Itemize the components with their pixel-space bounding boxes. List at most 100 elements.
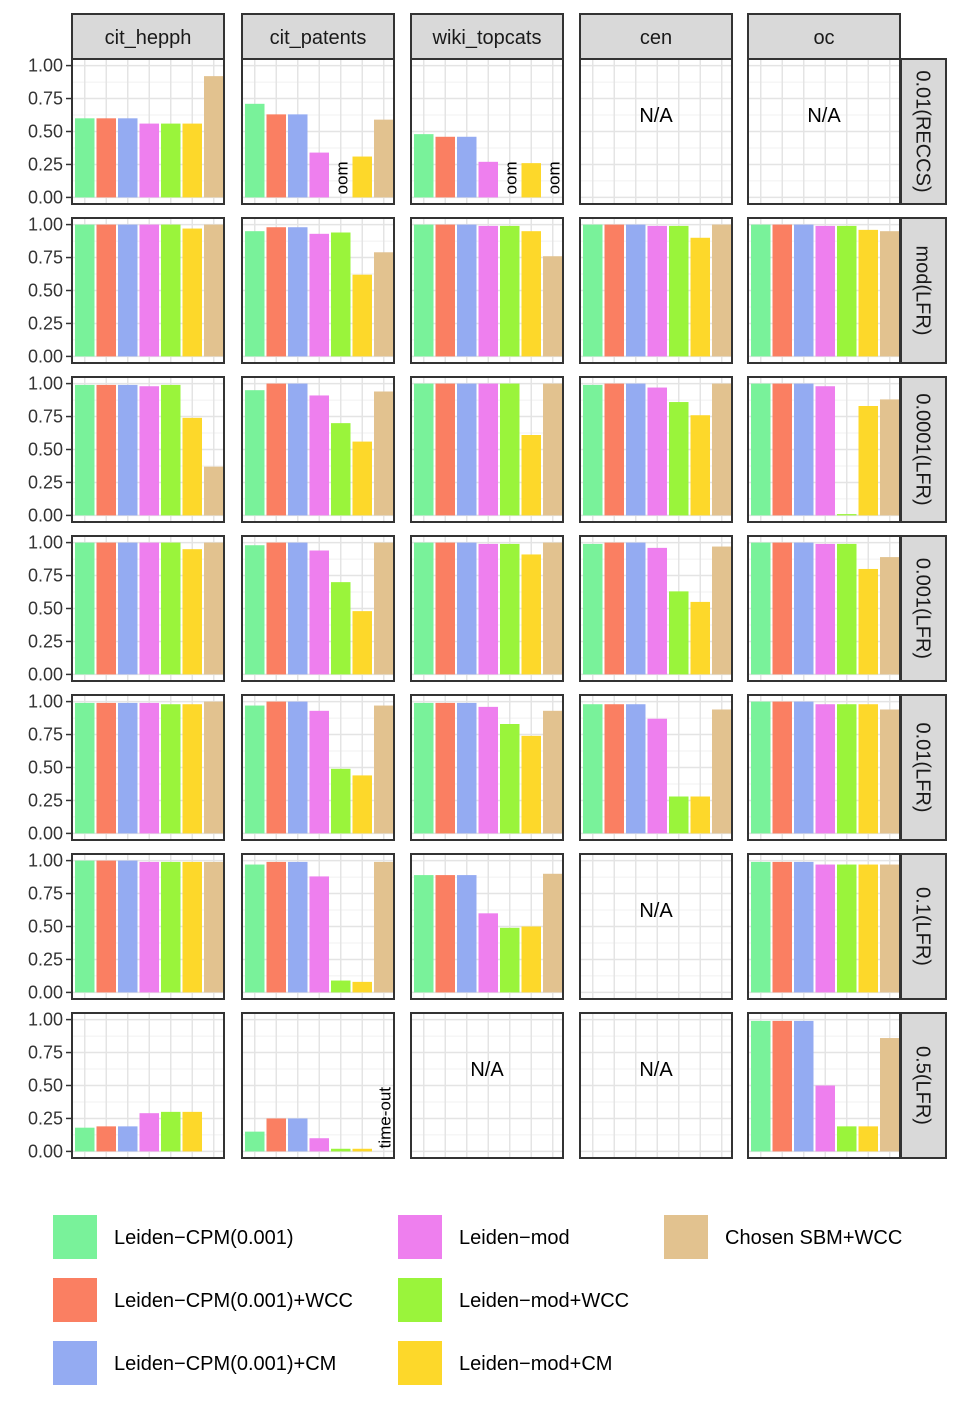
- y-tick-label: 0.00: [28, 982, 63, 1002]
- y-tick-label: 0.25: [28, 1108, 63, 1128]
- bar-leiden-mod-cm: [858, 568, 878, 675]
- panel-border: [747, 376, 901, 523]
- bar-leiden-mod-wcc: [331, 768, 351, 834]
- bar-leiden-cpm-0-001: [751, 383, 771, 516]
- bar-leiden-cpm-0-001-wcc: [604, 704, 624, 834]
- bar-leiden-mod-wcc: [837, 514, 857, 516]
- bar-leiden-cpm-0-001-wcc: [266, 383, 286, 516]
- panel-border: [579, 58, 733, 205]
- bar-leiden-mod: [139, 542, 159, 675]
- row-strip-0-1-lfr: [900, 853, 947, 1000]
- bar-leiden-cpm-0-001-cm: [626, 704, 646, 834]
- bar-leiden-cpm-0-001: [414, 224, 434, 357]
- bar-leiden-cpm-0-001-cm: [288, 861, 308, 993]
- bar-leiden-mod: [478, 161, 498, 198]
- bar-leiden-cpm-0-001-cm: [288, 383, 308, 516]
- bar-leiden-cpm-0-001-cm: [457, 383, 477, 516]
- bar-leiden-cpm-0-001: [75, 542, 95, 675]
- bar-chosen-sbm-wcc: [712, 383, 732, 516]
- bar-leiden-cpm-0-001-wcc: [96, 224, 116, 357]
- bar-leiden-mod: [139, 386, 159, 516]
- bar-chosen-sbm-wcc: [712, 224, 732, 357]
- bar-annotation-time-out: time-out: [376, 1087, 395, 1149]
- bar-leiden-cpm-0-001-cm: [118, 118, 138, 198]
- bar-leiden-cpm-0-001: [583, 224, 603, 357]
- bar-leiden-cpm-0-001: [245, 103, 265, 198]
- bar-leiden-mod-cm: [182, 861, 202, 993]
- bar-chosen-sbm-wcc: [204, 861, 224, 993]
- bar-leiden-cpm-0-001-wcc: [266, 542, 286, 675]
- bar-leiden-cpm-0-001-cm: [794, 542, 814, 675]
- legend-label: Leiden−CPM(0.001)+CM: [114, 1353, 336, 1375]
- bar-leiden-mod: [647, 547, 667, 675]
- row-strip-label: 0.001(LFR): [912, 558, 934, 659]
- bar-leiden-cpm-0-001-cm: [626, 224, 646, 357]
- bar-chosen-sbm-wcc: [880, 231, 900, 357]
- y-tick-label: 0.75: [28, 407, 63, 427]
- bar-leiden-mod-cm: [352, 274, 372, 357]
- bar-leiden-mod-wcc: [161, 224, 181, 357]
- bar-leiden-cpm-0-001: [75, 118, 95, 198]
- y-tick-label: 0.75: [28, 884, 63, 904]
- panel-border: [71, 58, 225, 205]
- panel-border: [241, 853, 395, 1000]
- bar-leiden-cpm-0-001-wcc: [435, 136, 455, 198]
- bar-leiden-mod: [309, 233, 329, 357]
- legend-key-leiden-cpm-0-001: [53, 1215, 97, 1259]
- panel-border: [241, 376, 395, 523]
- panel-border: [747, 1012, 901, 1159]
- bar-leiden-cpm-0-001: [751, 224, 771, 357]
- bar-leiden-mod-wcc: [331, 1148, 351, 1152]
- bar-leiden-cpm-0-001: [245, 545, 265, 675]
- row-strip-label: 0.01(RECCS): [912, 70, 934, 192]
- na-label: N/A: [807, 105, 841, 127]
- y-tick-label: 0.25: [28, 949, 63, 969]
- panel-border: [410, 694, 564, 841]
- bar-leiden-cpm-0-001: [583, 704, 603, 834]
- bar-leiden-cpm-0-001-wcc: [435, 702, 455, 834]
- na-label: N/A: [639, 105, 673, 127]
- y-tick-label: 0.00: [28, 505, 63, 525]
- bar-chosen-sbm-wcc: [374, 119, 394, 198]
- column-strip-label: cit_patents: [270, 27, 367, 49]
- bar-leiden-mod-cm: [352, 156, 372, 198]
- bar-chosen-sbm-wcc: [543, 873, 563, 993]
- bar-leiden-mod-wcc: [161, 861, 181, 993]
- bar-leiden-mod: [139, 702, 159, 834]
- bar-leiden-mod-cm: [182, 417, 202, 516]
- bar-leiden-mod-cm: [352, 611, 372, 675]
- bar-leiden-mod-cm: [182, 123, 202, 198]
- y-tick-label: 0.50: [28, 122, 63, 142]
- bar-leiden-mod-wcc: [837, 225, 857, 357]
- bar-leiden-cpm-0-001-cm: [457, 875, 477, 993]
- bar-leiden-cpm-0-001-cm: [794, 224, 814, 357]
- panel-border: [71, 217, 225, 364]
- bar-leiden-mod: [478, 225, 498, 357]
- panel-border: [410, 376, 564, 523]
- bar-leiden-mod-wcc: [500, 543, 520, 675]
- bar-leiden-cpm-0-001-wcc: [266, 701, 286, 834]
- bar-leiden-cpm-0-001-wcc: [266, 114, 286, 198]
- y-tick-label: 0.50: [28, 917, 63, 937]
- bar-leiden-mod: [309, 395, 329, 516]
- bar-leiden-cpm-0-001-cm: [118, 702, 138, 834]
- bar-leiden-mod: [815, 386, 835, 516]
- y-tick-label: 0.50: [28, 758, 63, 778]
- y-tick-label: 0.75: [28, 566, 63, 586]
- bar-leiden-cpm-0-001-wcc: [435, 383, 455, 516]
- bar-leiden-mod-cm: [690, 601, 710, 675]
- legend-key-leiden-cpm-0-001-cm: [53, 1341, 97, 1385]
- bar-leiden-mod-cm: [182, 1111, 202, 1152]
- bar-chosen-sbm-wcc: [712, 546, 732, 675]
- bar-leiden-mod-wcc: [161, 1111, 181, 1152]
- panel-border: [71, 694, 225, 841]
- panel-border: [579, 217, 733, 364]
- bar-chosen-sbm-wcc: [374, 391, 394, 516]
- bar-leiden-cpm-0-001: [751, 861, 771, 993]
- y-tick-label: 1.00: [28, 851, 63, 871]
- bar-leiden-mod: [309, 710, 329, 834]
- bar-leiden-mod: [478, 706, 498, 834]
- y-tick-label: 0.75: [28, 725, 63, 745]
- bar-leiden-mod-cm: [521, 231, 541, 357]
- column-strip-cen: [579, 13, 733, 60]
